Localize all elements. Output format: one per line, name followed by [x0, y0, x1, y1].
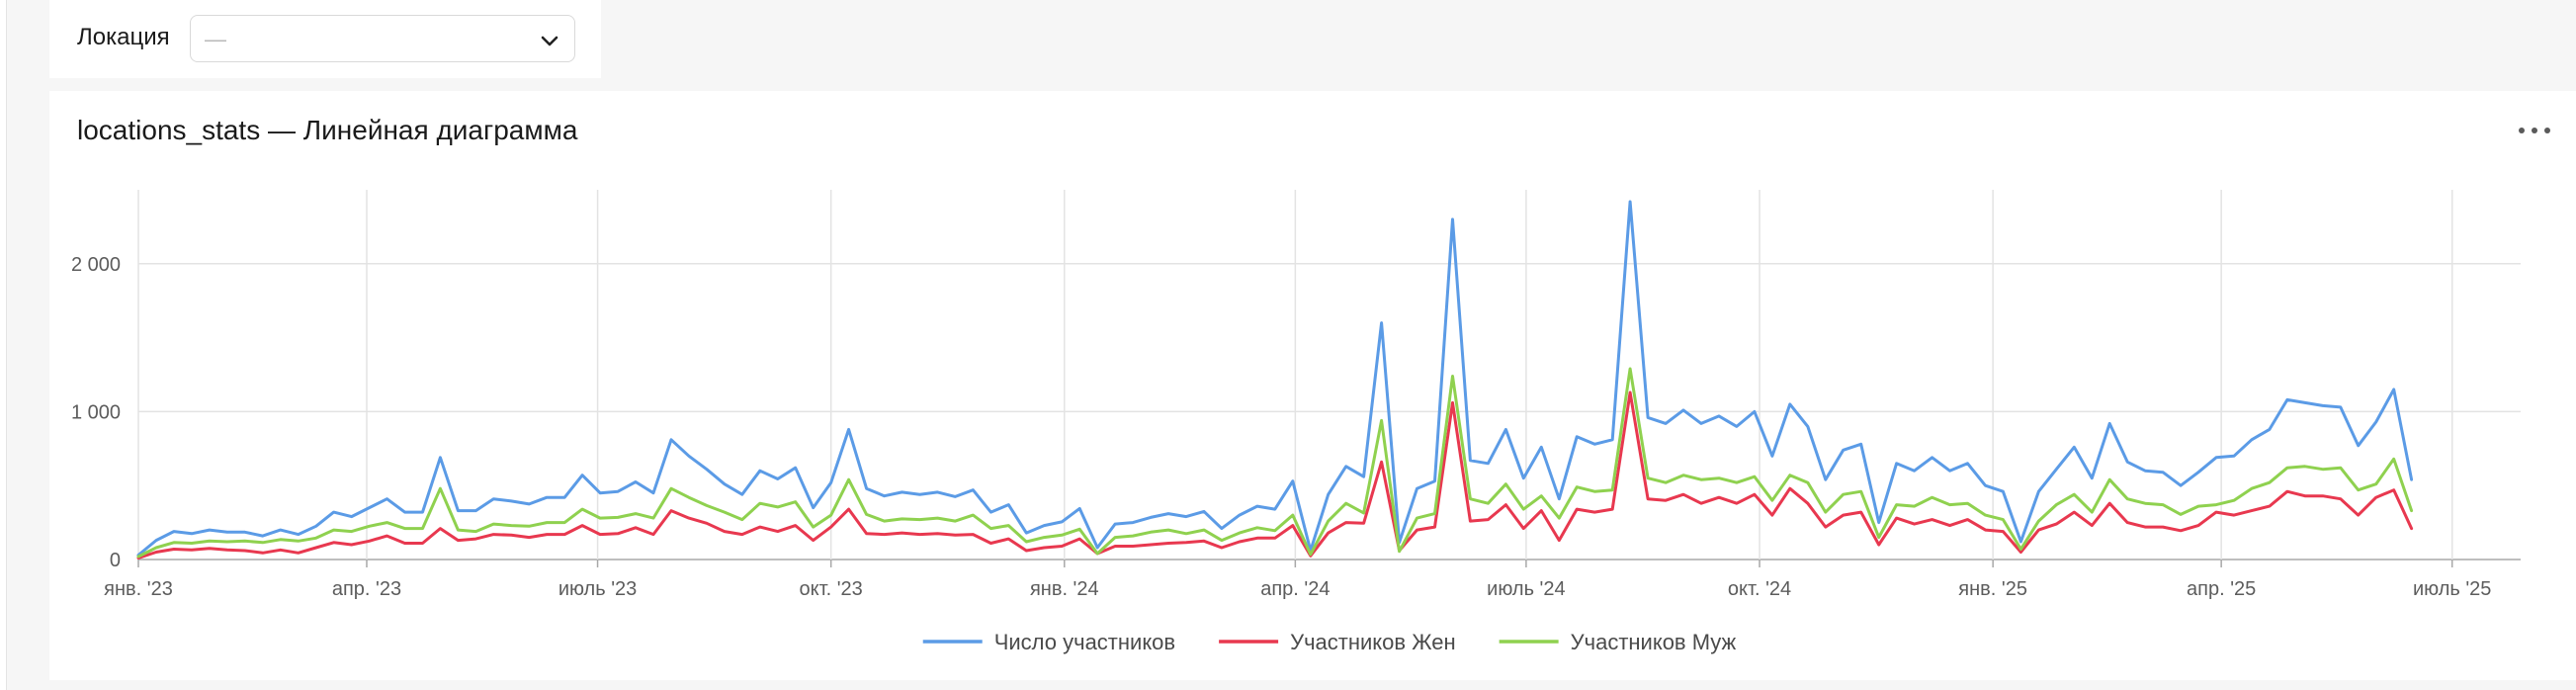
x-tick-label: июль '24 — [1487, 578, 1565, 600]
y-tick-label: 0 — [110, 550, 121, 571]
x-tick-label: апр. '23 — [332, 578, 401, 600]
legend-label: Число участников — [994, 630, 1175, 654]
location-select[interactable]: — — [190, 15, 575, 62]
line-chart: 0 1 000 2 000 янв. '23 апр. '23 июль '23 окт. … — [71, 190, 2521, 654]
x-tick-label: янв. '23 — [104, 578, 173, 600]
location-filter-label: Локация — [77, 24, 170, 50]
x-tick-label: окт. '24 — [1728, 578, 1791, 600]
chart-panel: locations_stats — Линейная диаграмма 0 1 … — [49, 91, 2576, 680]
series-line-2 — [136, 390, 2414, 560]
series-line-3 — [136, 367, 2414, 559]
x-tick-label: июль '23 — [558, 578, 637, 600]
x-tick-label: апр. '25 — [2187, 578, 2256, 600]
more-horizontal-icon[interactable] — [2515, 119, 2554, 142]
location-select-value: — — [205, 27, 226, 51]
filter-panel: Локация — — [49, 0, 601, 78]
left-edge-panel — [0, 0, 7, 690]
chevron-down-icon — [539, 30, 560, 56]
y-tick-label: 2 000 — [71, 254, 121, 276]
x-tick-label: янв. '24 — [1030, 578, 1099, 600]
legend-label: Участников Жен — [1290, 630, 1456, 654]
x-tick-label: окт. '23 — [800, 578, 863, 600]
series-line-1 — [136, 200, 2414, 557]
y-tick-label: 1 000 — [71, 401, 121, 423]
chart-title: locations_stats — Линейная диаграмма — [77, 115, 578, 145]
x-tick-label: апр. '24 — [1260, 578, 1330, 600]
x-tick-label: янв. '25 — [1958, 578, 2027, 600]
legend-label: Участников Муж — [1571, 630, 1737, 654]
x-tick-label: июль '25 — [2413, 578, 2491, 600]
